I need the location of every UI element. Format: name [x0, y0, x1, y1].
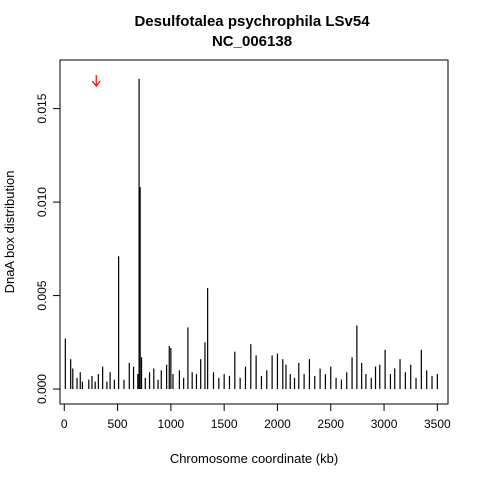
x-tick-label: 1500: [211, 417, 238, 431]
x-tick-label: 3500: [424, 417, 451, 431]
marker-head: [91, 80, 101, 87]
origin-marker-arrow: [91, 75, 101, 87]
y-tick-label: 0.010: [35, 187, 49, 217]
y-tick-label: 0.005: [35, 280, 49, 310]
y-axis-label: DnaA box distribution: [2, 171, 17, 294]
bars-layer: [64, 78, 438, 390]
y-axis: 0.000 0.005 0.010 0.015: [35, 93, 61, 404]
chart-title: Desulfotalea psychrophila LSv54: [134, 13, 370, 30]
x-tick-label: 500: [108, 417, 128, 431]
chart-subtitle: NC_006138: [212, 33, 292, 50]
x-axis-label: Chromosome coordinate (kb): [170, 451, 338, 466]
x-tick-label: 2000: [264, 417, 291, 431]
x-tick-label: 3000: [371, 417, 398, 431]
y-tick-label: 0.015: [35, 93, 49, 123]
y-tick-label: 0.000: [35, 374, 49, 404]
x-tick-label: 0: [61, 417, 68, 431]
x-tick-label: 2500: [317, 417, 344, 431]
x-axis: 0 500 1000 1500 2000 2500 3000 3500: [61, 403, 451, 431]
x-tick-label: 1000: [158, 417, 185, 431]
